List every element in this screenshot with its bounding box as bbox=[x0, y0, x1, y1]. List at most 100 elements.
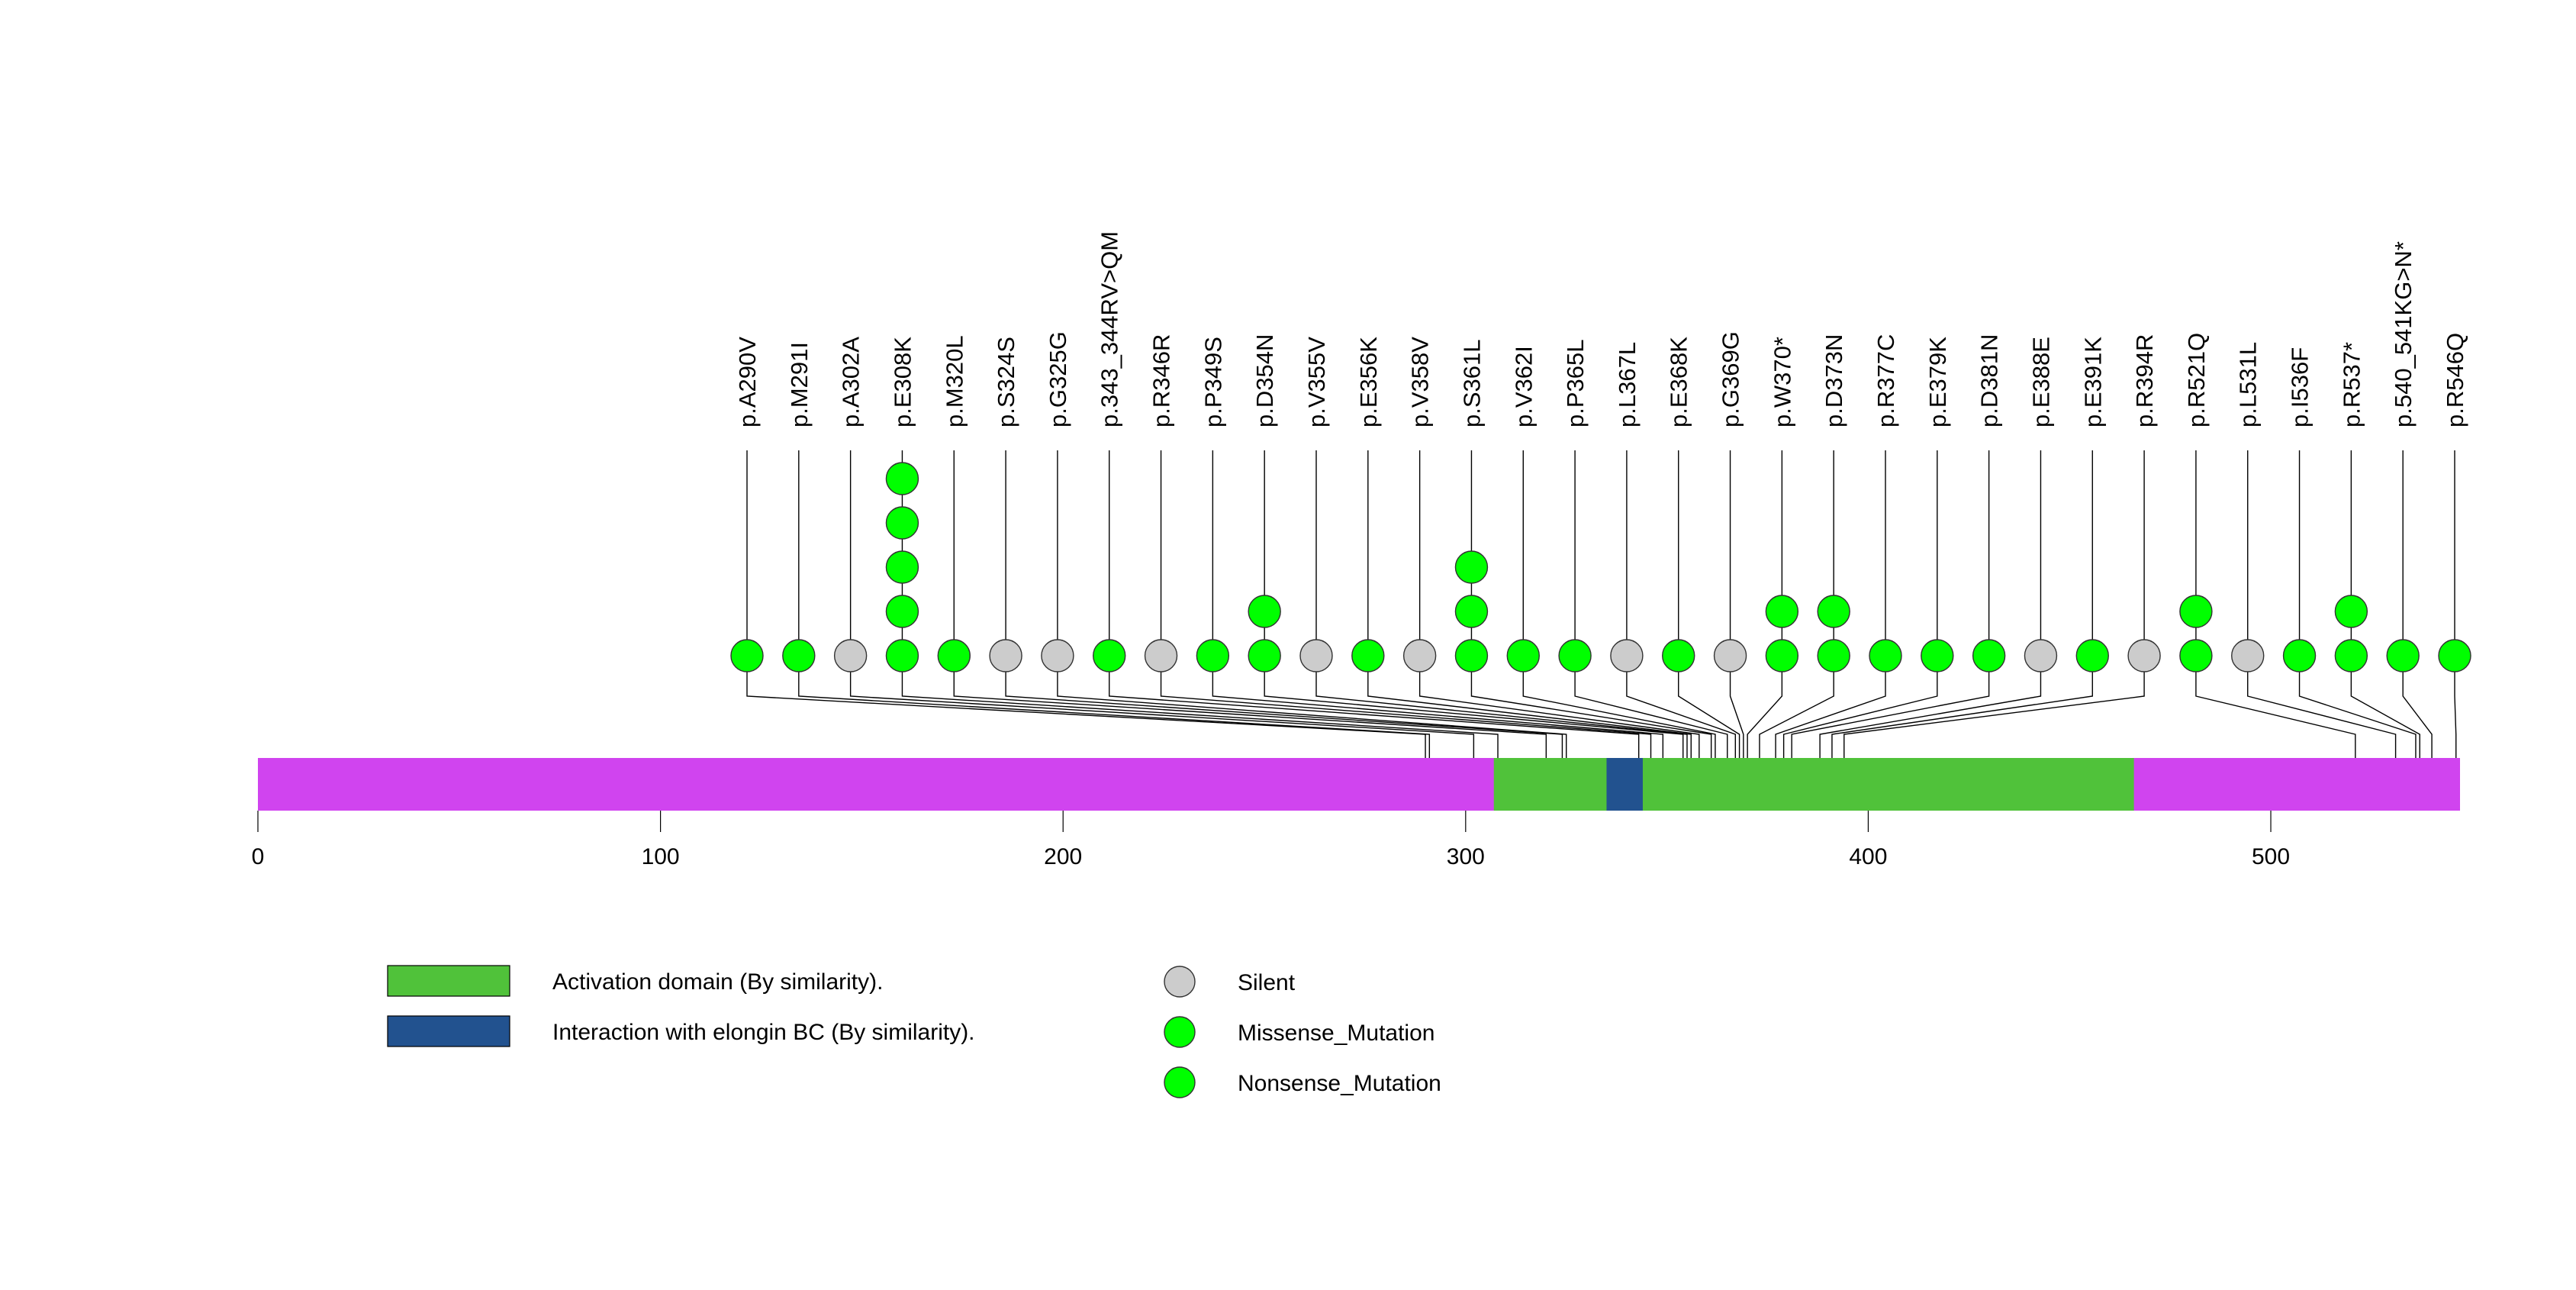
legend-marker-mutation bbox=[1164, 1016, 1196, 1048]
mutation-label: p.S361L bbox=[1458, 340, 1485, 428]
mutation-dot[interactable] bbox=[1765, 639, 1799, 672]
legend-swatch-domain bbox=[387, 965, 510, 997]
mutation-dot[interactable] bbox=[885, 595, 919, 628]
mutation-dot[interactable] bbox=[885, 550, 919, 584]
mutation-dot[interactable] bbox=[1196, 639, 1230, 672]
mutation-dot[interactable] bbox=[1093, 639, 1126, 672]
mutation-dot[interactable] bbox=[885, 506, 919, 540]
mutation-label: p.M291I bbox=[786, 342, 813, 427]
mutation-label: p.E356K bbox=[1355, 337, 1382, 427]
mutation-label: p.I536F bbox=[2287, 347, 2314, 427]
mutation-dot[interactable] bbox=[2438, 639, 2471, 672]
legend-label-mutation: Missense_Mutation bbox=[1238, 1021, 1435, 1046]
mutation-dot[interactable] bbox=[1817, 639, 1850, 672]
mutation-dot[interactable] bbox=[1713, 639, 1747, 672]
legend: Activation domain (By similarity). Intera… bbox=[387, 965, 1441, 1098]
mutation-dot[interactable] bbox=[885, 462, 919, 495]
x-tick-label: 500 bbox=[2252, 844, 2290, 869]
mutation-dot[interactable] bbox=[2179, 639, 2213, 672]
mutation-dot[interactable] bbox=[2179, 595, 2213, 628]
mutation-dot[interactable] bbox=[1921, 639, 1954, 672]
mutation-dot[interactable] bbox=[1454, 639, 1489, 672]
mutation-dot[interactable] bbox=[1506, 639, 1540, 672]
mutation-dot[interactable] bbox=[1972, 639, 2006, 672]
legend-marker-mutation bbox=[1164, 966, 1196, 998]
mutation-label: p.E308K bbox=[889, 337, 916, 427]
protein-backbone-group bbox=[258, 758, 2460, 811]
mutation-label: p.E368K bbox=[1666, 337, 1692, 427]
mutation-dot[interactable] bbox=[1248, 639, 1281, 672]
mutation-label: p.R546Q bbox=[2442, 333, 2468, 427]
mutation-dot[interactable] bbox=[1041, 639, 1074, 672]
x-tick-label: 400 bbox=[1849, 844, 1887, 869]
mutation-dot[interactable] bbox=[730, 639, 764, 672]
mutation-label: p.V358V bbox=[1407, 337, 1434, 427]
mutation-dot[interactable] bbox=[1610, 639, 1644, 672]
mutation-label: p.R394R bbox=[2131, 334, 2158, 427]
mutation-label: p.M320L bbox=[941, 335, 968, 427]
mutation-dot[interactable] bbox=[2282, 639, 2317, 672]
legend-swatch-domain bbox=[387, 1015, 510, 1047]
legend-label-domain: Activation domain (By similarity). bbox=[552, 969, 883, 995]
mutation-label: p.A302A bbox=[838, 337, 865, 427]
mutation-dot[interactable] bbox=[2127, 639, 2161, 672]
x-tick-label: 0 bbox=[252, 844, 265, 869]
mutation-dot[interactable] bbox=[2024, 639, 2058, 672]
mutation-dot[interactable] bbox=[1144, 639, 1178, 672]
mutation-dot[interactable] bbox=[1351, 639, 1385, 672]
mutation-dot[interactable] bbox=[885, 639, 919, 672]
mutation-label: p.R537* bbox=[2338, 342, 2365, 427]
mutation-dot[interactable] bbox=[2334, 595, 2368, 628]
legend-label-mutation: Silent bbox=[1238, 970, 1296, 995]
mutation-dot[interactable] bbox=[1765, 595, 1799, 628]
mutation-label: p.L367L bbox=[1614, 342, 1641, 427]
mutation-dot[interactable] bbox=[2334, 639, 2368, 672]
mutation-dot[interactable] bbox=[782, 639, 816, 672]
mutation-dot[interactable] bbox=[937, 639, 971, 672]
mutation-label: p.E388E bbox=[2027, 337, 2054, 427]
mutation-dot[interactable] bbox=[1454, 595, 1489, 628]
mutation-dot[interactable] bbox=[2386, 639, 2420, 672]
mutation-dot[interactable] bbox=[1248, 595, 1281, 628]
mutation-dot[interactable] bbox=[1662, 639, 1695, 672]
mutation-dot[interactable] bbox=[1558, 639, 1592, 672]
mutation-label: p.R521Q bbox=[2183, 333, 2210, 427]
mutation-label: p.P365L bbox=[1562, 340, 1589, 428]
x-tick-label: 300 bbox=[1447, 844, 1485, 869]
mutation-dot[interactable] bbox=[1299, 639, 1333, 672]
mutation-dot[interactable] bbox=[1869, 639, 1902, 672]
mutation-label: p.E379K bbox=[1924, 337, 1951, 427]
mutation-label: p.540_541KG>N* bbox=[2390, 241, 2417, 427]
mutation-label: p.343_344RV>QM bbox=[1096, 231, 1123, 427]
mutation-label: p.V362I bbox=[1510, 346, 1537, 427]
mutation-dot[interactable] bbox=[2231, 639, 2265, 672]
mutation-label: p.V355V bbox=[1303, 337, 1330, 427]
domain-0 bbox=[1493, 758, 2134, 811]
mutation-dot[interactable] bbox=[989, 639, 1022, 672]
mutation-label: p.G369G bbox=[1718, 331, 1744, 427]
legend-label-mutation: Nonsense_Mutation bbox=[1238, 1071, 1441, 1096]
mutation-dot[interactable] bbox=[1454, 550, 1489, 584]
mutation-labels: p.A290V p.M291I p.A302A p.E308K p.M320L p.S32… bbox=[734, 231, 2468, 427]
mutation-dot[interactable] bbox=[1817, 595, 1850, 628]
mutation-label: p.A290V bbox=[734, 337, 761, 427]
mutation-dot[interactable] bbox=[1402, 639, 1437, 672]
mutation-label: p.D373N bbox=[1821, 334, 1847, 427]
mutation-label: p.R377C bbox=[1872, 334, 1899, 427]
mutation-label: p.R346R bbox=[1148, 334, 1175, 427]
mutation-label: p.W370* bbox=[1769, 337, 1795, 427]
legend-marker-mutation bbox=[1164, 1066, 1196, 1098]
mutation-label: p.D381N bbox=[1976, 334, 2003, 427]
mutation-label: p.L531L bbox=[2235, 342, 2262, 427]
mutation-dot[interactable] bbox=[2075, 639, 2109, 672]
x-axis: 0 100 200 300 400 500 bbox=[252, 811, 2290, 869]
mutation-label: p.P349S bbox=[1199, 337, 1226, 427]
x-tick-label: 100 bbox=[642, 844, 680, 869]
domain-1 bbox=[1606, 758, 1643, 811]
mutation-label: p.E391K bbox=[2079, 337, 2106, 427]
mutation-dot[interactable] bbox=[833, 639, 868, 672]
mutation-label: p.S324S bbox=[993, 337, 1019, 427]
mutation-label: p.D354N bbox=[1251, 334, 1278, 427]
lollipop-dots bbox=[730, 462, 2471, 672]
